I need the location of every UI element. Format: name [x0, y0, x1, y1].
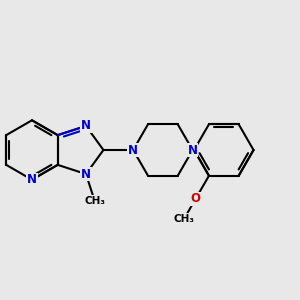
Text: N: N [188, 143, 198, 157]
Text: O: O [190, 192, 201, 206]
Text: CH₃: CH₃ [84, 196, 105, 206]
Text: N: N [27, 173, 37, 186]
Text: N: N [128, 143, 138, 157]
Text: N: N [81, 167, 91, 181]
Text: CH₃: CH₃ [173, 214, 194, 224]
Text: N: N [81, 119, 91, 133]
